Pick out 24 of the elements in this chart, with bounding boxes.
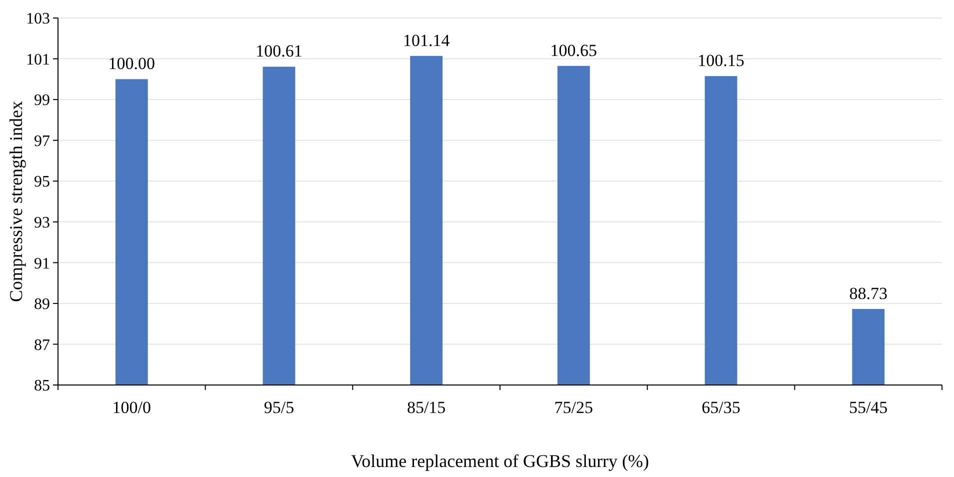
x-tick-label: 100/0 xyxy=(112,398,152,417)
y-tick-label: 99 xyxy=(34,92,50,110)
data-label: 100.61 xyxy=(256,42,302,61)
y-tick-label: 103 xyxy=(26,10,50,28)
x-tick-label: 95/5 xyxy=(264,398,294,417)
y-tick-label: 87 xyxy=(34,336,50,354)
x-tick-label: 75/25 xyxy=(554,398,594,417)
x-tick-label: 65/35 xyxy=(702,398,740,417)
y-tick-label: 93 xyxy=(34,214,50,232)
data-label: 88.73 xyxy=(849,284,888,303)
data-label: 100.65 xyxy=(550,40,598,60)
data-label: 100.00 xyxy=(108,54,156,74)
data-label: 101.14 xyxy=(402,30,450,50)
y-tick-label: 97 xyxy=(34,132,50,150)
y-tick-label: 101 xyxy=(26,51,50,68)
y-axis-title: Compressive strength index xyxy=(6,101,26,302)
y-tick-label: 89 xyxy=(34,296,50,314)
y-tick-label: 91 xyxy=(34,255,50,272)
x-axis-title: Volume replacement of GGBS slurry (%) xyxy=(350,451,650,471)
x-tick-label: 85/15 xyxy=(406,398,446,417)
data-label: 100.15 xyxy=(698,51,744,70)
x-tick-label: 55/45 xyxy=(848,398,888,417)
y-tick-label: 85 xyxy=(34,378,50,395)
y-tick-label: 95 xyxy=(34,174,50,191)
